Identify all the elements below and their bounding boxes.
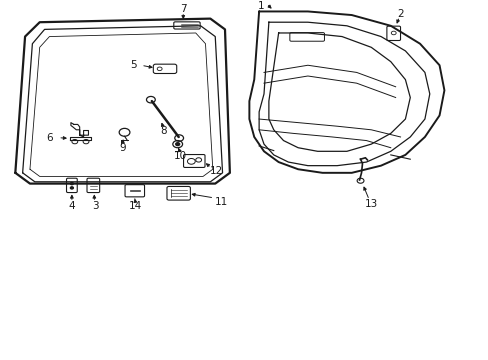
Text: 5: 5 [130, 60, 136, 70]
FancyBboxPatch shape [87, 178, 100, 193]
Text: 11: 11 [215, 197, 228, 207]
Text: 10: 10 [173, 150, 186, 161]
FancyBboxPatch shape [289, 33, 324, 41]
Text: 2: 2 [396, 9, 403, 19]
Polygon shape [70, 137, 91, 140]
Text: 6: 6 [46, 133, 53, 143]
FancyBboxPatch shape [66, 178, 77, 193]
Circle shape [70, 183, 73, 185]
Text: 9: 9 [119, 143, 125, 153]
Text: 7: 7 [180, 4, 186, 14]
FancyBboxPatch shape [173, 22, 200, 29]
Text: 8: 8 [160, 126, 166, 135]
Polygon shape [71, 123, 88, 137]
FancyBboxPatch shape [386, 26, 400, 41]
Text: 12: 12 [209, 166, 222, 176]
Text: 14: 14 [128, 201, 142, 211]
Text: 3: 3 [92, 201, 99, 211]
FancyBboxPatch shape [166, 186, 190, 200]
FancyBboxPatch shape [153, 64, 176, 73]
Circle shape [175, 143, 179, 145]
FancyBboxPatch shape [125, 185, 144, 197]
Text: 1: 1 [258, 1, 264, 11]
FancyBboxPatch shape [183, 154, 204, 167]
Text: 4: 4 [68, 201, 75, 211]
Circle shape [70, 187, 73, 189]
Text: 13: 13 [364, 199, 377, 210]
